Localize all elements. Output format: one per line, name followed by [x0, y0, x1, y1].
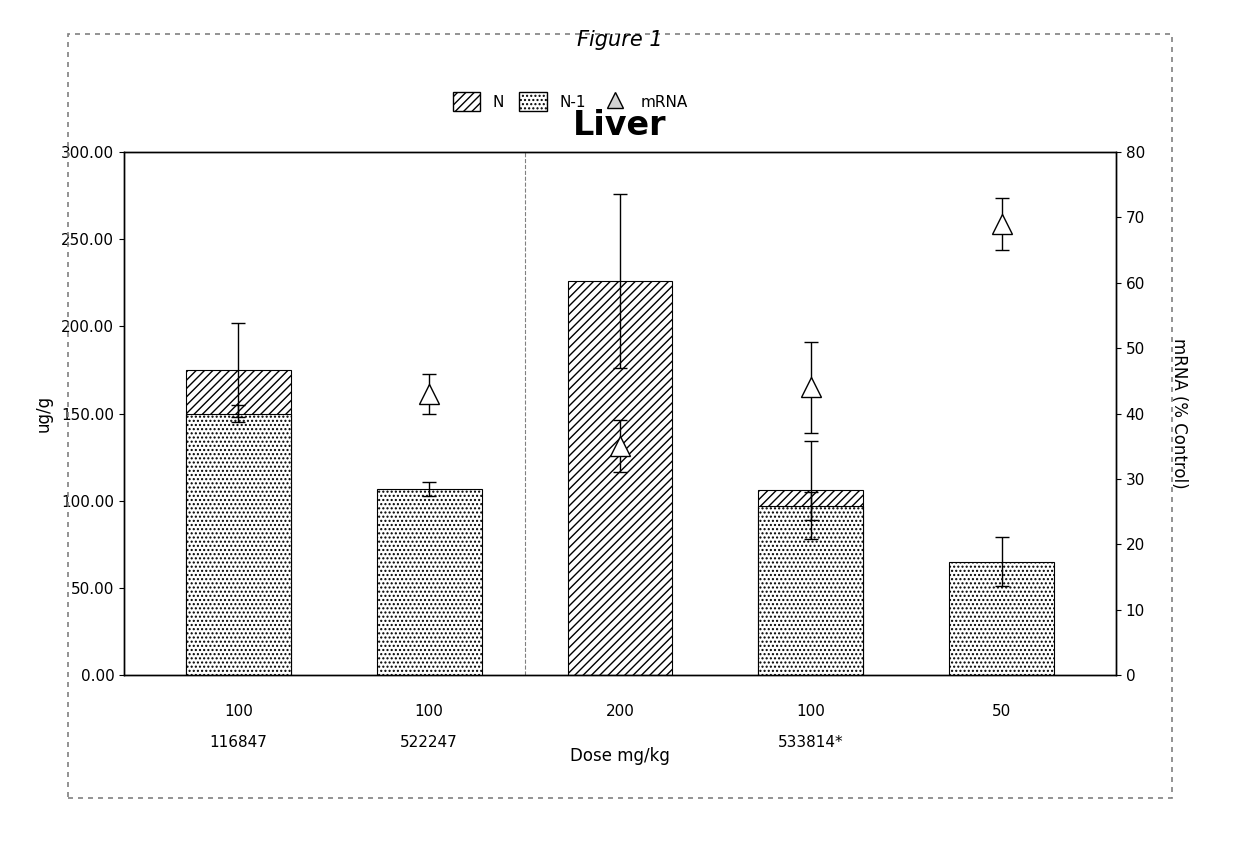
Y-axis label: ug/g: ug/g: [35, 395, 53, 432]
Text: 100: 100: [796, 704, 825, 719]
Bar: [568, 281, 672, 675]
Bar: [759, 490, 863, 675]
Text: 533814*: 533814*: [777, 735, 843, 750]
Text: 200: 200: [605, 704, 635, 719]
Bar: [949, 562, 1054, 675]
Text: 522247: 522247: [401, 735, 458, 750]
Y-axis label: mRNA (% Control): mRNA (% Control): [1171, 338, 1188, 489]
Text: 100: 100: [224, 704, 253, 719]
Legend: N, N-1, mRNA: N, N-1, mRNA: [446, 86, 694, 117]
Text: Figure 1: Figure 1: [577, 30, 663, 50]
Title: Liver: Liver: [573, 109, 667, 143]
Bar: [759, 506, 863, 675]
Bar: [186, 370, 291, 675]
X-axis label: Dose mg/kg: Dose mg/kg: [570, 747, 670, 765]
Text: 116847: 116847: [210, 735, 268, 750]
Bar: [186, 414, 291, 675]
Text: 100: 100: [415, 704, 444, 719]
Bar: [377, 489, 481, 675]
Text: 50: 50: [992, 704, 1011, 719]
